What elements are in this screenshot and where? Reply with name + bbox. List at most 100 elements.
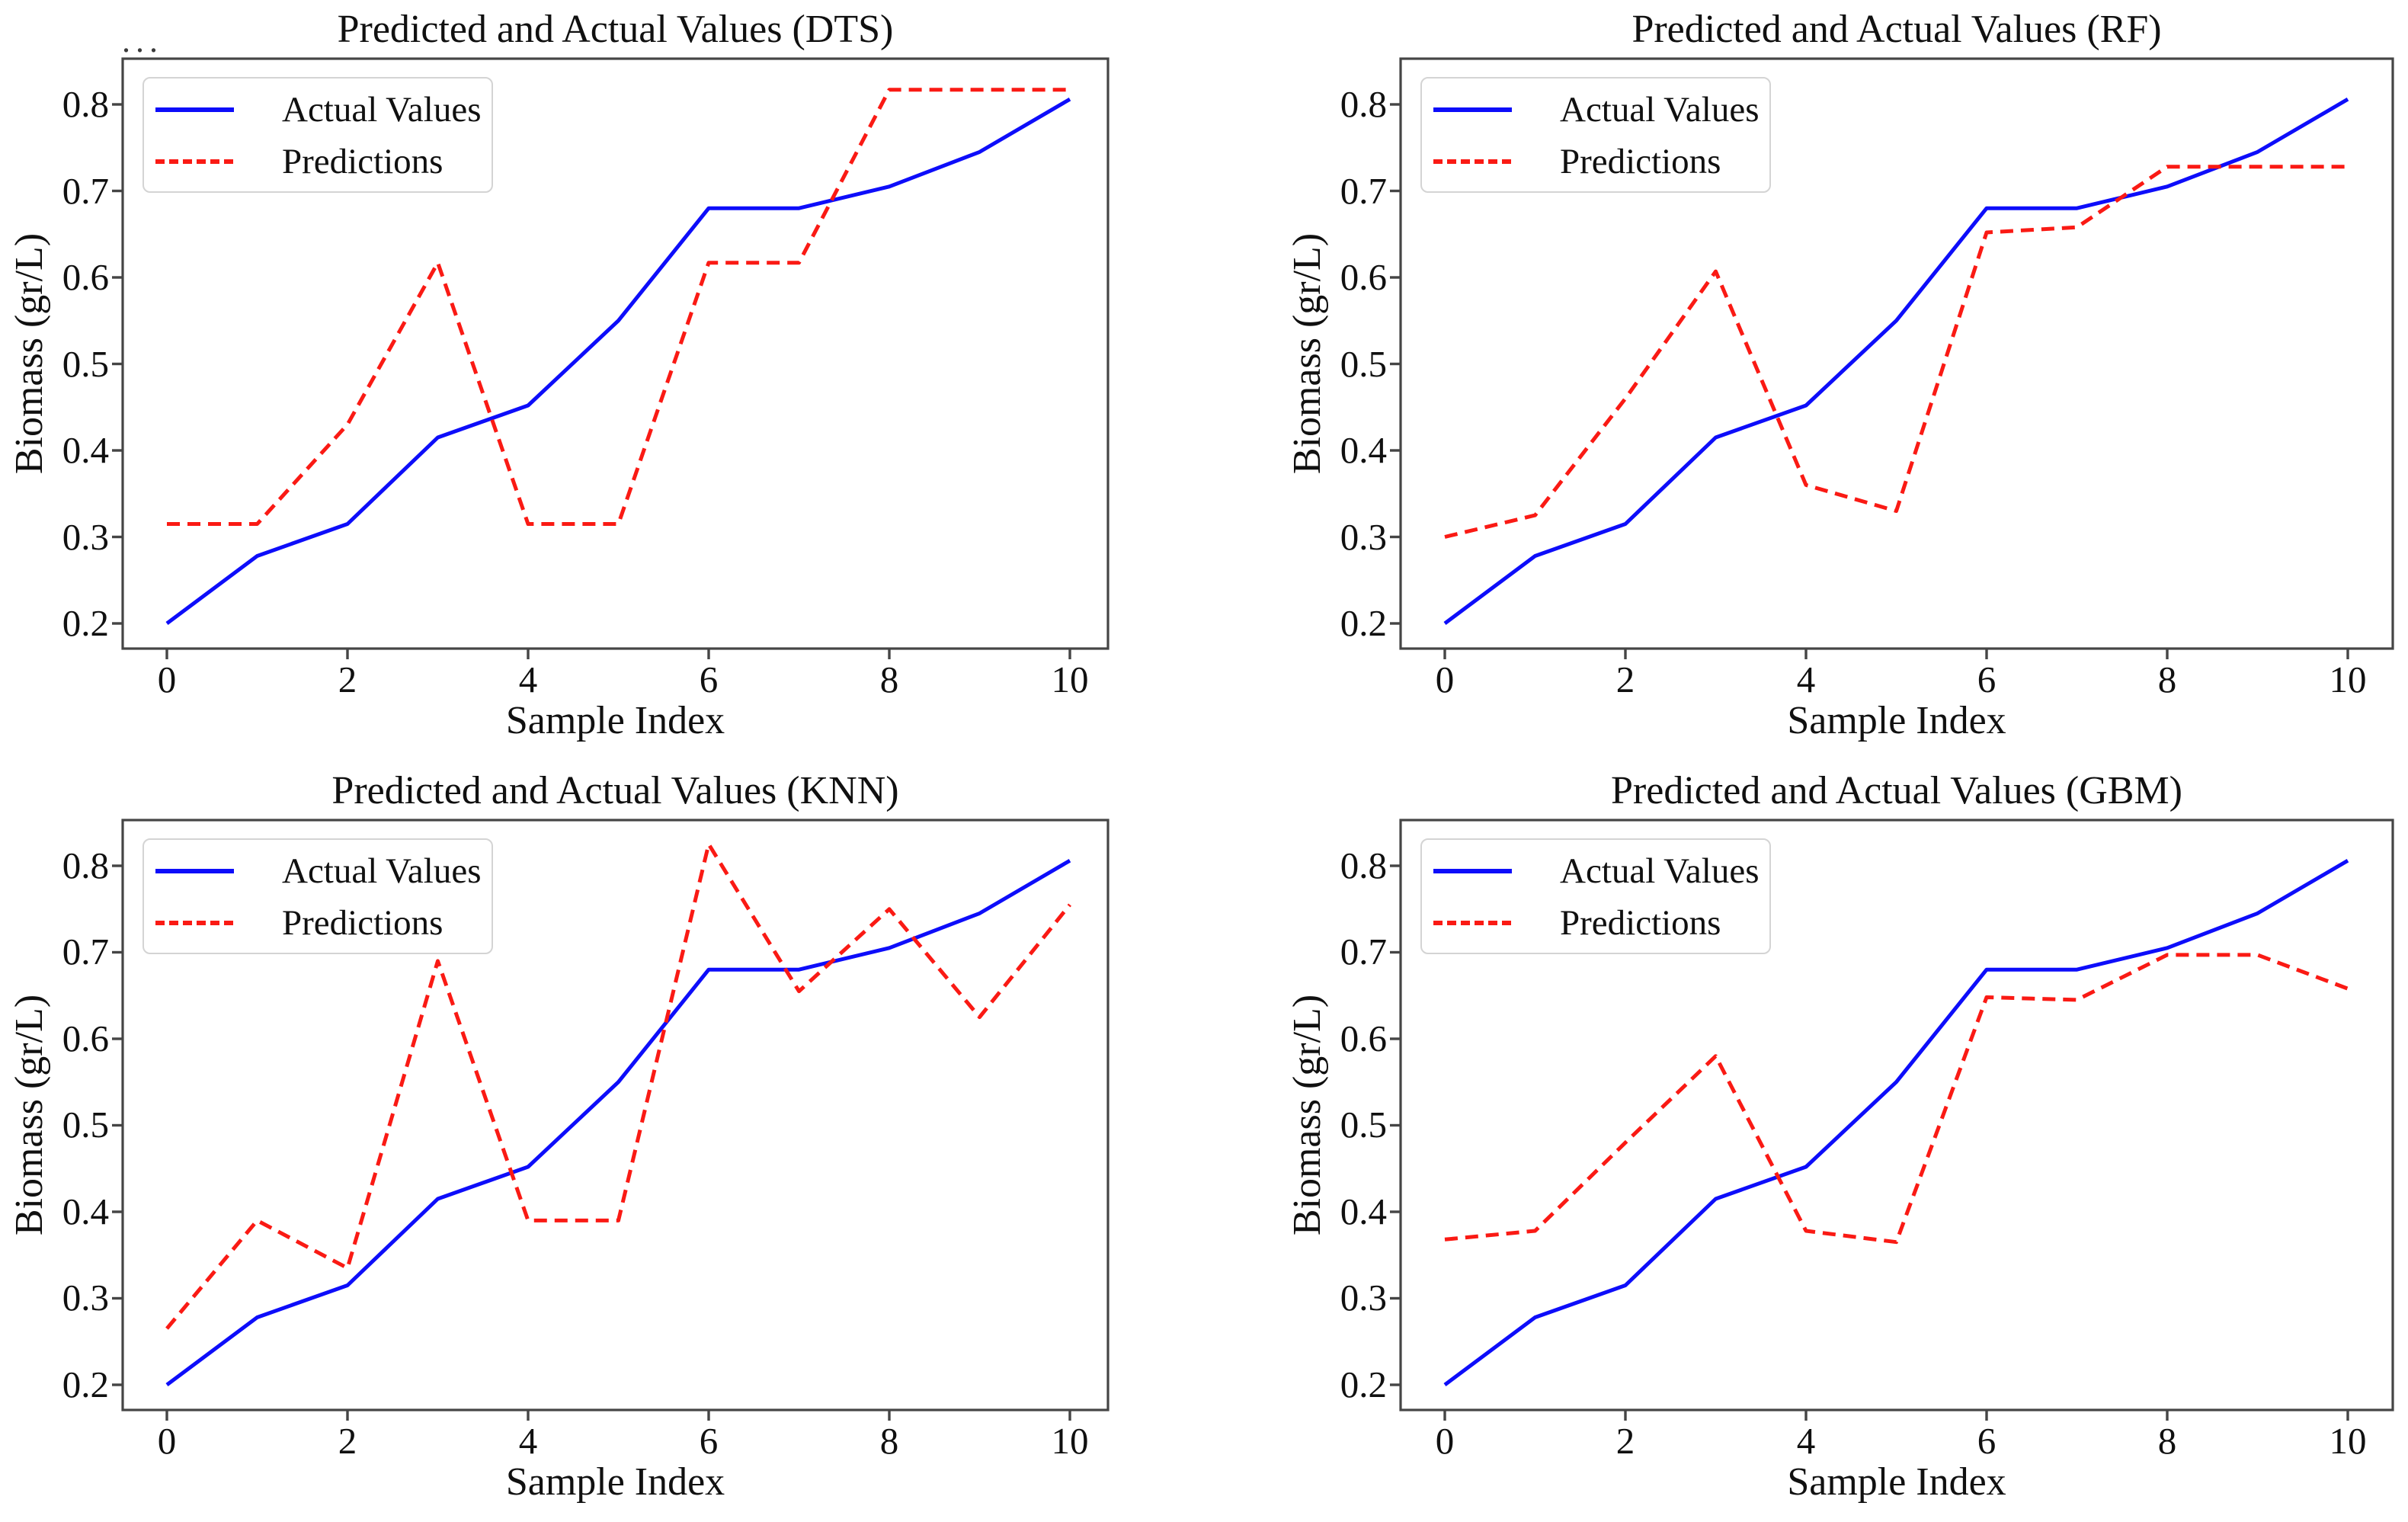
- x-tick-label: 10: [2329, 1419, 2367, 1462]
- legend-item-actual-values: Actual Values: [1422, 87, 1769, 133]
- legend-label-predictions: Predictions: [1560, 902, 1721, 943]
- legend-label-actual-values: Actual Values: [282, 851, 482, 891]
- y-tick-label: 0.4: [1340, 429, 1387, 471]
- plot-frame: [1399, 818, 2394, 1411]
- legend: Actual Values Predictions: [142, 77, 493, 193]
- chart-dts: Predicted and Actual Values (DTS) ... 0.…: [0, 0, 1204, 761]
- legend-item-predictions: Predictions: [1422, 900, 1769, 946]
- legend-item-predictions: Predictions: [144, 900, 492, 946]
- plot-canvas: [1390, 57, 2394, 659]
- y-tick-label: 0.2: [1340, 1363, 1387, 1405]
- plot-canvas: [112, 57, 1110, 659]
- x-tick-label: 2: [1615, 1419, 1635, 1462]
- y-tick-label: 0.5: [62, 1104, 109, 1146]
- legend-solid-line-sample: [155, 868, 234, 873]
- y-tick-label: 0.2: [62, 602, 109, 644]
- x-tick-label: 4: [518, 658, 538, 700]
- x-tick-label: 8: [879, 1419, 899, 1462]
- x-tick-label: 8: [2157, 1419, 2177, 1462]
- legend: Actual Values Predictions: [1420, 838, 1771, 954]
- y-tick-label: 0.6: [1340, 1017, 1387, 1059]
- x-tick-label: 2: [1615, 658, 1635, 700]
- chart-gbm: Predicted and Actual Values (GBM) 0.2 0.3…: [1204, 761, 2408, 1522]
- y-tick-label: 0.3: [1340, 515, 1387, 558]
- y-tick-label: 0.6: [62, 256, 109, 298]
- legend-label-predictions: Predictions: [1560, 142, 1721, 181]
- legend-item-predictions: Predictions: [1422, 139, 1769, 184]
- y-tick-label: 0.3: [62, 515, 109, 558]
- legend-dashed-line-sample: [1433, 159, 1512, 164]
- legend-dashed-line-sample: [155, 159, 234, 164]
- x-tick-label: 2: [338, 658, 357, 700]
- x-tick-label: 6: [699, 1419, 719, 1462]
- actual-values-line: [1443, 858, 2349, 1386]
- chart-rf: Predicted and Actual Values (RF) 0.2 0.3 0…: [1204, 0, 2408, 761]
- legend-dashed-line-sample: [155, 920, 234, 925]
- predictions-line: [167, 88, 1070, 526]
- y-tick-label: 0.2: [1340, 602, 1387, 644]
- legend-item-predictions: Predictions: [144, 139, 492, 184]
- x-tick-label: 0: [1435, 1419, 1455, 1462]
- x-axis-label: Sample Index: [505, 699, 725, 742]
- x-tick-label: 8: [879, 658, 899, 700]
- x-tick-label: 10: [2329, 658, 2367, 700]
- plot-frame: [121, 818, 1110, 1411]
- y-tick-label: 0.5: [1340, 342, 1387, 385]
- x-tick-label: 0: [1435, 658, 1455, 700]
- x-axis-label: Sample Index: [1787, 1460, 2006, 1504]
- legend-label-actual-values: Actual Values: [1560, 851, 1760, 891]
- legend-label-actual-values: Actual Values: [1560, 90, 1760, 130]
- x-tick-label: 0: [157, 658, 177, 700]
- plot-canvas: [1390, 818, 2394, 1421]
- y-tick-label: 0.7: [1340, 169, 1387, 212]
- chart-title: Predicted and Actual Values (KNN): [331, 768, 899, 812]
- y-tick-label: 0.2: [62, 1363, 109, 1405]
- x-tick-label: 6: [1977, 1419, 1997, 1462]
- x-tick-label: 6: [699, 658, 719, 700]
- x-tick-marks: [1443, 1409, 2349, 1421]
- legend-solid-line-sample: [155, 107, 234, 112]
- legend-label-predictions: Predictions: [282, 902, 443, 943]
- legend: Actual Values Predictions: [1420, 77, 1771, 193]
- y-tick-label: 0.5: [1340, 1104, 1387, 1146]
- y-tick-label: 0.8: [62, 844, 109, 886]
- y-tick-label: 0.3: [62, 1277, 109, 1319]
- y-tick-marks: [112, 864, 123, 1386]
- y-tick-label: 0.6: [1340, 256, 1387, 298]
- y-tick-label: 0.3: [1340, 1277, 1387, 1319]
- y-axis-label: Biomass (gr/L): [1286, 994, 1329, 1235]
- y-tick-marks: [1390, 103, 1401, 625]
- x-tick-label: 10: [1051, 1419, 1089, 1462]
- actual-values-line: [165, 858, 1071, 1386]
- y-tick-marks: [112, 103, 123, 625]
- predictions-line: [1444, 952, 2349, 1244]
- x-axis-label: Sample Index: [1787, 699, 2006, 742]
- legend-item-actual-values: Actual Values: [144, 848, 492, 894]
- x-tick-label: 8: [2157, 658, 2177, 700]
- x-tick-label: 4: [518, 1419, 538, 1462]
- legend: Actual Values Predictions: [142, 838, 493, 954]
- y-axis-label: Biomass (gr/L): [1286, 232, 1329, 475]
- legend-label-predictions: Predictions: [282, 142, 443, 181]
- y-tick-label: 0.4: [1340, 1190, 1387, 1232]
- x-tick-marks: [165, 649, 1071, 659]
- predictions-line: [1444, 165, 2348, 539]
- y-axis-label: Biomass (gr/L): [8, 232, 51, 475]
- actual-values-line: [1443, 98, 2349, 626]
- x-tick-label: 4: [1796, 658, 1816, 700]
- chart-title: Predicted and Actual Values (DTS): [337, 8, 894, 51]
- y-tick-label: 0.4: [62, 429, 109, 471]
- x-tick-label: 6: [1977, 658, 1997, 700]
- y-tick-label: 0.8: [1340, 844, 1387, 886]
- x-tick-label: 10: [1051, 658, 1089, 700]
- x-tick-marks: [1443, 649, 2349, 659]
- y-tick-label: 0.6: [62, 1017, 109, 1059]
- plot-frame: [1399, 57, 2394, 650]
- x-tick-marks: [165, 1409, 1071, 1421]
- predictions-line: [165, 841, 1071, 1330]
- crop-artifact-dots: ...: [122, 22, 163, 59]
- legend-item-actual-values: Actual Values: [1422, 848, 1769, 894]
- plot-frame: [121, 57, 1110, 650]
- x-tick-label: 0: [157, 1419, 177, 1462]
